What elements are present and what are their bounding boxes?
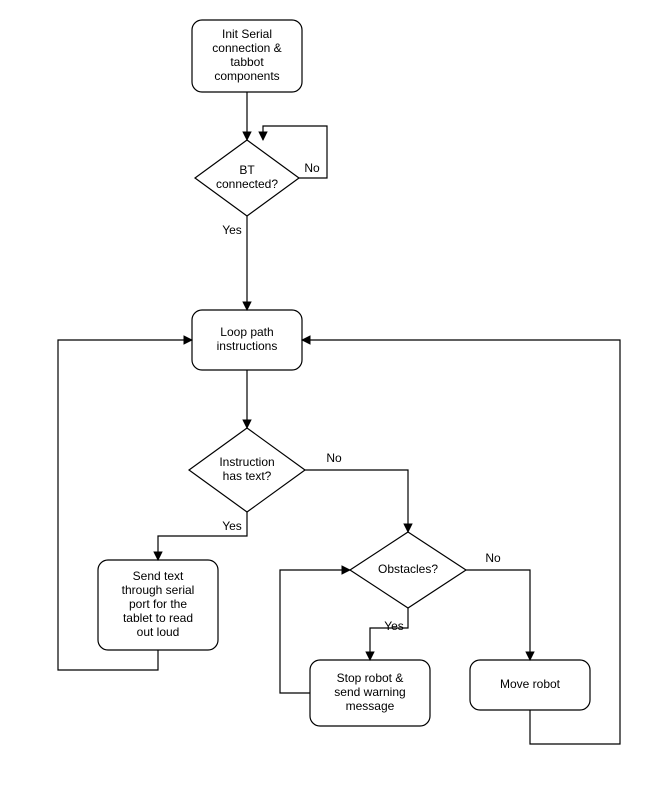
node-send-label-2: port for the [129, 597, 187, 611]
node-bt-label-0: BT [239, 163, 255, 177]
node-bt-label-1: connected? [216, 177, 278, 191]
node-stop-label-0: Stop robot & [337, 671, 404, 685]
edge-instr-obst [305, 470, 408, 532]
node-init-label-1: connection & [212, 41, 281, 55]
edge-label-obst_no: No [485, 551, 501, 565]
node-send-label-4: out loud [137, 625, 180, 639]
node-send-label-1: through serial [122, 583, 195, 597]
node-send-label-0: Send text [133, 569, 184, 583]
edge-label-bt_no: No [304, 161, 320, 175]
node-init-label-3: components [214, 69, 279, 83]
node-instr-label-1: has text? [223, 469, 272, 483]
edge-obst-move [466, 570, 530, 660]
node-stop-label-1: send warning [334, 685, 405, 699]
edge-label-bt_yes: Yes [222, 223, 242, 237]
node-obstacles-label-0: Obstacles? [378, 562, 438, 576]
edge-obst-stop [370, 608, 408, 660]
edge-label-instr_yes: Yes [222, 519, 242, 533]
node-loop-label-1: instructions [217, 339, 278, 353]
node-move-label-0: Move robot [500, 677, 561, 691]
edge-label-instr_no: No [326, 451, 342, 465]
node-send-label-3: tablet to read [123, 611, 193, 625]
node-stop-label-2: message [346, 699, 395, 713]
edge-label-obst_yes: Yes [384, 619, 404, 633]
node-loop-label-0: Loop path [220, 325, 273, 339]
node-instr-label-0: Instruction [219, 455, 274, 469]
node-init-label-0: Init Serial [222, 27, 272, 41]
node-init-label-2: tabbot [230, 55, 264, 69]
